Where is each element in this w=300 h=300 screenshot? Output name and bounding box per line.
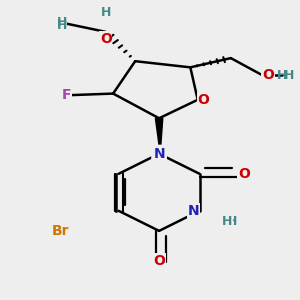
Text: O: O — [100, 32, 112, 46]
Text: F: F — [61, 88, 71, 102]
Text: O: O — [262, 68, 274, 82]
Text: O: O — [238, 167, 250, 181]
Text: O: O — [262, 68, 274, 82]
Text: N: N — [153, 147, 165, 161]
Text: H: H — [222, 215, 232, 228]
Text: H: H — [56, 19, 67, 32]
Text: Br: Br — [52, 224, 69, 238]
Text: H: H — [100, 6, 111, 19]
Text: H: H — [227, 215, 238, 228]
Polygon shape — [155, 118, 163, 154]
Text: O: O — [198, 93, 210, 107]
Text: O: O — [153, 254, 165, 268]
Text: H: H — [56, 16, 67, 29]
Text: N: N — [188, 204, 200, 218]
Text: H: H — [284, 69, 295, 82]
Text: H: H — [277, 69, 287, 82]
Text: O: O — [100, 32, 112, 46]
Text: N: N — [153, 147, 165, 161]
